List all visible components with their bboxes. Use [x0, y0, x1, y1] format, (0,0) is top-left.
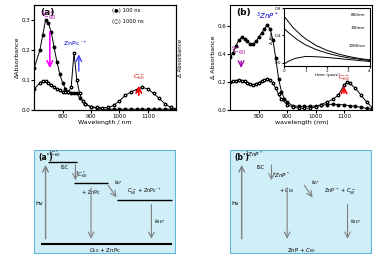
- Text: (b'): (b'): [234, 153, 249, 162]
- Text: $C_{60}$ + ZnPc: $C_{60}$ + ZnPc: [89, 246, 121, 255]
- Text: $C_{60}^{\cdot-}$: $C_{60}^{\cdot-}$: [338, 74, 350, 83]
- Text: $C_{60}^{\cdot-}$: $C_{60}^{\cdot-}$: [133, 72, 146, 82]
- Text: (○) 1000 ns: (○) 1000 ns: [112, 19, 144, 24]
- Text: $k_{BET}$: $k_{BET}$: [350, 217, 362, 226]
- Text: ISC: ISC: [257, 165, 265, 170]
- Text: + ZnPc: + ZnPc: [82, 189, 99, 194]
- Text: $^3ZnP^*$: $^3ZnP^*$: [271, 171, 290, 180]
- Text: (●) 100 ns: (●) 100 ns: [112, 8, 141, 13]
- Text: $k_{ET}$: $k_{ET}$: [114, 178, 124, 187]
- Text: $^3C_{60}^*$: $^3C_{60}^*$: [40, 10, 56, 23]
- Text: $^3C_{60}$: $^3C_{60}$: [230, 45, 246, 57]
- Text: $k_{ET}$: $k_{ET}$: [310, 178, 320, 187]
- Text: $^3C_{60}^*$: $^3C_{60}^*$: [75, 169, 89, 180]
- Y-axis label: ΔAbsorbance: ΔAbsorbance: [15, 37, 20, 78]
- Text: (a'): (a'): [38, 153, 53, 162]
- Text: (a): (a): [40, 8, 54, 17]
- Text: ZnP$^{\cdot+}$ + $C_{60}^{\cdot-}$: ZnP$^{\cdot+}$ + $C_{60}^{\cdot-}$: [325, 186, 356, 196]
- X-axis label: wavelength (nm): wavelength (nm): [274, 120, 328, 125]
- X-axis label: Wavelength / nm: Wavelength / nm: [78, 120, 132, 125]
- Text: $k_{BET}$: $k_{BET}$: [154, 217, 166, 226]
- Y-axis label: Δ Absorbance: Δ Absorbance: [211, 36, 216, 79]
- Text: ISC: ISC: [61, 165, 69, 170]
- Text: $^3ZnP^*$: $^3ZnP^*$: [256, 11, 279, 22]
- Text: hv: hv: [232, 201, 239, 206]
- Text: $^1ZnP^*$: $^1ZnP^*$: [244, 150, 263, 159]
- Text: $C_{60}^{\cdot-}$ + ZnPc$^{\cdot+}$: $C_{60}^{\cdot-}$ + ZnPc$^{\cdot+}$: [127, 186, 162, 196]
- Text: ZnP + $C_{60}$: ZnP + $C_{60}$: [287, 246, 316, 255]
- Text: (b): (b): [236, 8, 250, 17]
- Text: $^1C_{60}^*$: $^1C_{60}^*$: [48, 148, 62, 159]
- Text: ZnPc $^{\cdot+}$: ZnPc $^{\cdot+}$: [63, 39, 88, 48]
- Text: + $C_{60}$: + $C_{60}$: [279, 186, 294, 194]
- Y-axis label: Δ Absorbance: Δ Absorbance: [178, 39, 183, 77]
- Text: hv: hv: [36, 201, 43, 206]
